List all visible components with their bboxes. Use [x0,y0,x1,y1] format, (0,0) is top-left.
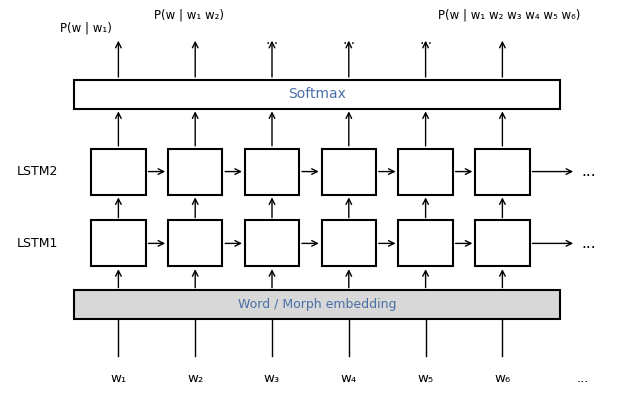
Bar [168,149,223,195]
Bar [245,220,300,267]
Bar [168,220,223,267]
Text: w₆: w₆ [494,372,511,385]
Text: P(w | w₁): P(w | w₁) [60,22,113,34]
Bar [398,149,453,195]
Text: P(w | w₁ w₂): P(w | w₁ w₂) [154,9,224,22]
Text: w₁: w₁ [110,372,127,385]
Bar [476,220,530,267]
Bar [245,149,300,195]
Bar [74,80,560,109]
Text: w₂: w₂ [187,372,204,385]
Text: LSTM2: LSTM2 [17,165,58,178]
Text: ...: ... [419,33,432,47]
Text: P(w | w₁ w₂ w₃ w₄ w₅ w₆): P(w | w₁ w₂ w₃ w₄ w₅ w₆) [438,9,580,22]
Bar [91,220,145,267]
Bar [91,149,145,195]
Bar [322,220,376,267]
Text: w₄: w₄ [340,372,357,385]
Bar [74,290,560,319]
Text: LSTM1: LSTM1 [17,237,58,250]
Text: Softmax: Softmax [288,87,346,101]
Text: ...: ... [576,372,589,385]
Text: ...: ... [582,164,596,179]
Text: w₃: w₃ [264,372,280,385]
Bar [322,149,376,195]
Text: ...: ... [266,33,278,47]
Text: w₅: w₅ [417,372,434,385]
Text: ...: ... [582,236,596,251]
Bar [476,149,530,195]
Text: Word / Morph embedding: Word / Morph embedding [237,298,396,311]
Text: ...: ... [342,33,355,47]
Bar [398,220,453,267]
